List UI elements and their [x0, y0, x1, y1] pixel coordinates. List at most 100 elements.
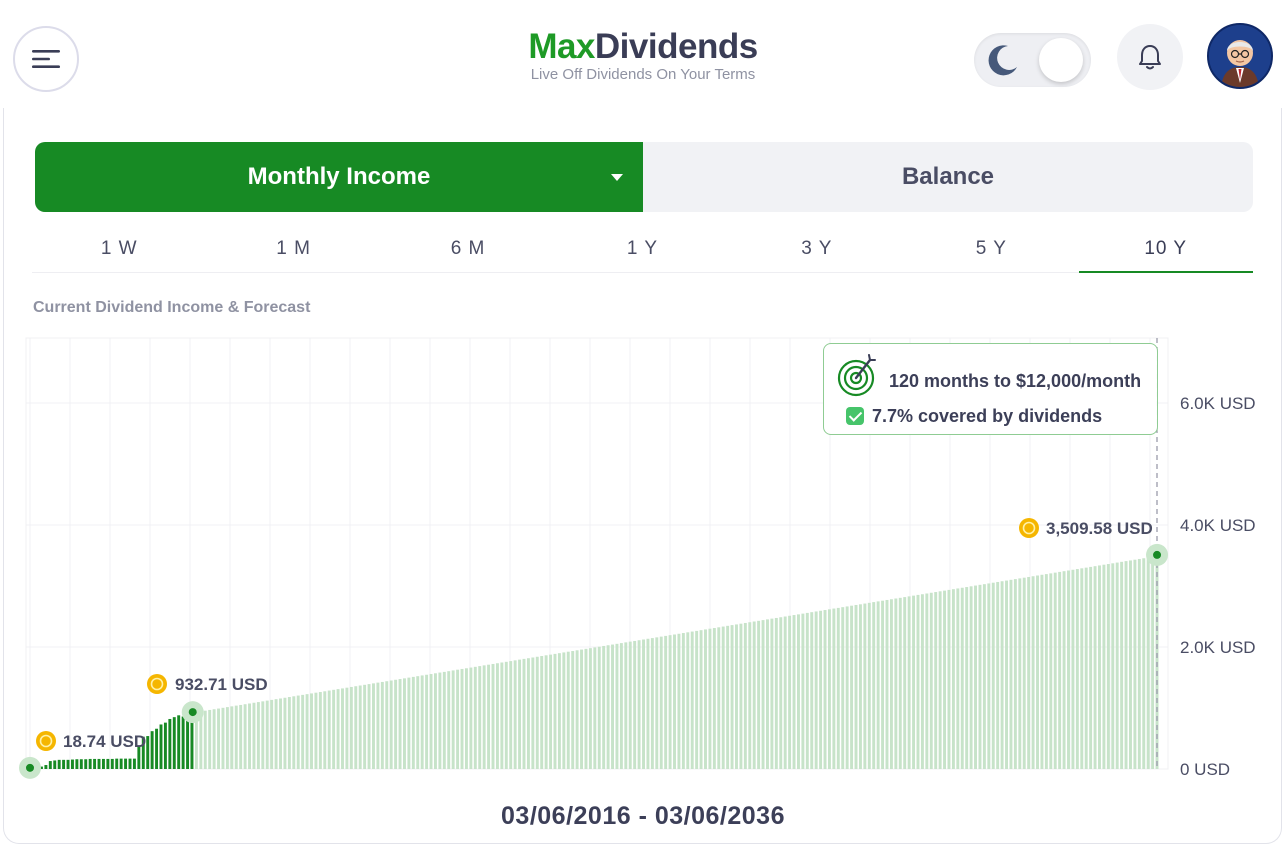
bar-forecast[interactable] [1133, 559, 1137, 769]
bar-forecast[interactable] [296, 695, 300, 769]
bar-forecast[interactable] [518, 659, 522, 769]
bar-forecast[interactable] [270, 699, 274, 769]
bar-forecast[interactable] [907, 596, 911, 769]
bar-forecast[interactable] [380, 681, 384, 769]
bar-forecast[interactable] [611, 644, 614, 769]
bar-forecast[interactable] [686, 632, 690, 769]
bar-forecast[interactable] [1106, 564, 1110, 769]
bar-forecast[interactable] [203, 710, 207, 769]
bar-forecast[interactable] [456, 669, 460, 769]
bar-forecast[interactable] [832, 608, 836, 769]
bar-forecast[interactable] [951, 589, 955, 769]
bar-forecast[interactable] [646, 638, 650, 769]
bar-forecast[interactable] [358, 685, 362, 769]
tab-balance[interactable]: Balance [643, 142, 1253, 212]
bar-forecast[interactable] [1071, 569, 1075, 769]
bar-forecast[interactable] [332, 689, 336, 769]
bar-actual[interactable] [106, 758, 110, 769]
bar-forecast[interactable] [403, 678, 406, 769]
bar-forecast[interactable] [442, 671, 446, 769]
bar-actual[interactable] [124, 758, 128, 769]
bar-forecast[interactable] [341, 688, 344, 769]
period-10y[interactable]: 10 Y [1078, 225, 1254, 273]
bar-forecast[interactable] [730, 625, 734, 769]
bar-actual[interactable] [44, 765, 48, 769]
bar-actual[interactable] [88, 758, 92, 769]
bar-forecast[interactable] [469, 667, 473, 769]
bar-forecast[interactable] [310, 693, 313, 769]
bar-forecast[interactable] [1084, 567, 1088, 769]
bar-actual[interactable] [115, 758, 119, 769]
bar-forecast[interactable] [287, 697, 291, 769]
bar-forecast[interactable] [411, 676, 415, 769]
avatar[interactable] [1207, 23, 1273, 89]
bar-forecast[interactable] [863, 603, 867, 769]
bar-actual[interactable] [93, 758, 97, 769]
bar-forecast[interactable] [903, 597, 907, 769]
bar-actual[interactable] [177, 715, 181, 769]
bar-forecast[interactable] [491, 663, 495, 769]
bar-forecast[interactable] [619, 643, 623, 769]
bar-forecast[interactable] [792, 615, 796, 769]
bar-forecast[interactable] [659, 636, 663, 769]
bar-forecast[interactable] [929, 592, 933, 769]
bar-forecast[interactable] [650, 638, 654, 769]
bar-forecast[interactable] [588, 648, 592, 769]
bar-forecast[interactable] [199, 711, 203, 769]
bar-forecast[interactable] [526, 658, 530, 769]
bar-actual[interactable] [150, 731, 154, 769]
bar-forecast[interactable] [788, 615, 792, 769]
bar-forecast[interactable] [1129, 560, 1132, 769]
bar-forecast[interactable] [735, 624, 738, 769]
bar-forecast[interactable] [562, 652, 566, 769]
bar-actual[interactable] [132, 758, 136, 769]
bar-forecast[interactable] [1120, 561, 1124, 769]
bar-forecast[interactable] [221, 707, 225, 769]
bar-forecast[interactable] [1146, 557, 1150, 769]
bar-forecast[interactable] [898, 597, 902, 769]
bar-forecast[interactable] [230, 706, 234, 769]
bar-forecast[interactable] [867, 602, 871, 769]
bar-forecast[interactable] [858, 604, 862, 769]
bar-forecast[interactable] [841, 607, 845, 769]
bar-forecast[interactable] [1053, 572, 1057, 769]
bar-actual[interactable] [97, 758, 101, 769]
bar-forecast[interactable] [265, 700, 269, 769]
bar-actual[interactable] [141, 736, 145, 769]
bar-forecast[interactable] [1013, 579, 1017, 769]
bar-forecast[interactable] [664, 635, 668, 769]
bar-forecast[interactable] [854, 604, 858, 769]
bar-forecast[interactable] [261, 701, 265, 769]
bar-forecast[interactable] [513, 660, 517, 769]
bar-forecast[interactable] [580, 649, 584, 769]
bar-forecast[interactable] [885, 599, 889, 769]
bar-forecast[interactable] [708, 628, 712, 769]
bar-forecast[interactable] [965, 587, 969, 769]
bar-forecast[interactable] [606, 645, 610, 769]
bar-forecast[interactable] [974, 585, 977, 769]
bar-forecast[interactable] [535, 656, 539, 769]
bar-forecast[interactable] [624, 642, 628, 769]
bar-forecast[interactable] [1098, 565, 1101, 769]
bar-forecast[interactable] [1036, 575, 1039, 769]
bar-actual[interactable] [172, 717, 176, 769]
bar-forecast[interactable] [757, 620, 761, 769]
bar-forecast[interactable] [823, 610, 827, 769]
bar-forecast[interactable] [557, 653, 561, 769]
bar-forecast[interactable] [916, 594, 920, 769]
bar-forecast[interactable] [1124, 561, 1128, 769]
bar-forecast[interactable] [628, 641, 632, 769]
bar-forecast[interactable] [212, 709, 216, 769]
bar-forecast[interactable] [801, 613, 805, 769]
bar-forecast[interactable] [1005, 580, 1008, 769]
bar-actual[interactable] [79, 759, 83, 769]
bar-forecast[interactable] [194, 712, 198, 769]
bar-forecast[interactable] [721, 626, 725, 769]
data-point[interactable] [26, 763, 34, 772]
bar-forecast[interactable] [1155, 554, 1159, 769]
bar-forecast[interactable] [252, 702, 256, 769]
bar-forecast[interactable] [947, 589, 951, 769]
bar-forecast[interactable] [376, 682, 380, 769]
bar-forecast[interactable] [743, 622, 747, 769]
bar-actual[interactable] [53, 760, 57, 769]
